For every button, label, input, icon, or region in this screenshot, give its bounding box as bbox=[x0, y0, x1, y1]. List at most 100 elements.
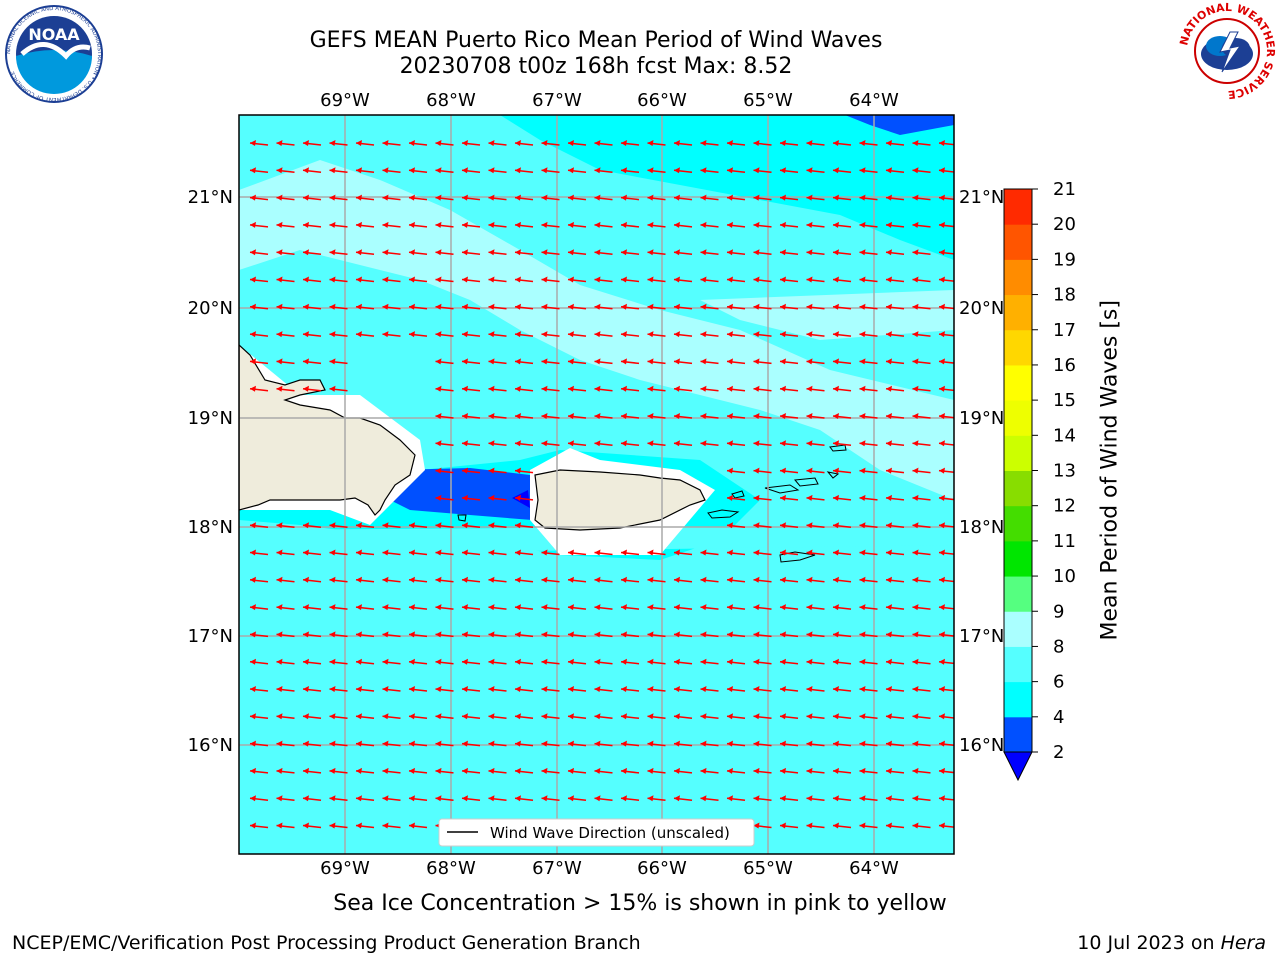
wave-arrow bbox=[647, 331, 666, 338]
wave-arrow bbox=[435, 713, 454, 720]
wave-arrow bbox=[594, 713, 613, 720]
wave-arrow bbox=[461, 276, 481, 283]
wave-arrow bbox=[329, 658, 348, 665]
wave-arrow bbox=[249, 194, 269, 201]
wave-arrow bbox=[541, 631, 560, 638]
wave-arrow bbox=[249, 767, 269, 774]
wave-arrow bbox=[779, 658, 799, 665]
wave-arrow bbox=[249, 303, 269, 310]
wave-arrow bbox=[726, 194, 746, 201]
footer-date: 10 Jul 2023 on bbox=[1077, 932, 1221, 954]
wave-arrow bbox=[594, 331, 613, 338]
wave-arrow bbox=[912, 822, 931, 829]
wave-arrow bbox=[382, 221, 401, 228]
wave-arrow bbox=[488, 604, 507, 611]
wave-arrow bbox=[912, 413, 931, 419]
wave-arrow bbox=[514, 658, 534, 665]
wave-arrow bbox=[594, 549, 613, 556]
wave-arrow bbox=[753, 604, 772, 611]
wave-arrow bbox=[700, 167, 719, 174]
wave-arrow bbox=[620, 576, 640, 583]
wave-arrow bbox=[673, 795, 693, 802]
wave-arrow bbox=[832, 167, 852, 174]
wave-arrow bbox=[594, 194, 613, 201]
wave-arrow bbox=[912, 686, 931, 692]
wave-arrow bbox=[488, 385, 507, 392]
wave-arrow bbox=[302, 331, 322, 338]
wave-arrow bbox=[779, 221, 799, 228]
wave-arrow bbox=[647, 713, 666, 720]
wave-arrow bbox=[885, 494, 905, 501]
wave-arrow bbox=[514, 167, 534, 174]
wave-arrow bbox=[700, 549, 719, 556]
wave-arrow bbox=[408, 631, 428, 638]
wave-arrow bbox=[435, 604, 454, 611]
wave-arrow bbox=[488, 276, 507, 283]
wave-arrow bbox=[488, 549, 507, 556]
wave-arrow bbox=[806, 385, 825, 392]
wave-arrow bbox=[885, 522, 905, 529]
wave-arrow bbox=[276, 795, 295, 802]
wave-arrow bbox=[276, 686, 295, 692]
wave-arrow bbox=[567, 194, 587, 201]
wave-arrow bbox=[302, 385, 322, 392]
lat-label: 16°N bbox=[959, 735, 1004, 756]
wave-arrow bbox=[753, 276, 772, 283]
wave-arrow bbox=[832, 822, 852, 829]
wave-arrow bbox=[832, 686, 852, 692]
wave-arrow bbox=[938, 221, 954, 228]
wave-arrow bbox=[620, 167, 640, 174]
wave-arrow bbox=[461, 385, 481, 392]
wave-arrow bbox=[806, 822, 825, 829]
wave-arrow bbox=[567, 740, 587, 747]
wave-arrow bbox=[673, 440, 693, 447]
wave-arrow bbox=[276, 713, 295, 720]
wave-arrow bbox=[806, 440, 825, 447]
wave-arrow bbox=[567, 549, 587, 556]
wave-arrow bbox=[461, 331, 481, 338]
wave-arrow bbox=[302, 631, 322, 638]
wave-arrow bbox=[806, 140, 825, 146]
wave-arrow bbox=[514, 522, 534, 529]
footer-right: 10 Jul 2023 on Hera bbox=[1077, 932, 1266, 954]
wave-arrow bbox=[885, 576, 905, 583]
wave-arrow bbox=[647, 604, 666, 611]
wave-arrow bbox=[249, 713, 269, 720]
wave-arrow bbox=[726, 249, 746, 256]
wave-arrow bbox=[620, 249, 640, 256]
wave-arrow bbox=[541, 440, 560, 447]
wave-arrow bbox=[859, 658, 878, 665]
wave-arrow bbox=[435, 249, 454, 256]
wave-arrow bbox=[912, 221, 931, 228]
colorbar-swatch bbox=[1004, 540, 1032, 577]
wave-arrow bbox=[461, 686, 481, 692]
wave-arrow bbox=[302, 522, 322, 529]
wave-arrow bbox=[806, 686, 825, 692]
lon-label: 66°W bbox=[637, 858, 687, 879]
wave-arrow bbox=[461, 576, 481, 583]
wave-arrow bbox=[885, 167, 905, 174]
wave-arrow bbox=[567, 440, 587, 447]
colorbar-swatch bbox=[1004, 189, 1032, 225]
wave-arrow bbox=[859, 467, 878, 474]
wave-arrow bbox=[647, 549, 666, 556]
wave-arrow bbox=[779, 822, 799, 829]
wave-arrow bbox=[514, 221, 534, 228]
wave-arrow bbox=[594, 631, 613, 638]
wave-arrow bbox=[435, 658, 454, 665]
colorbar-tick-label: 11 bbox=[1053, 531, 1076, 552]
wave-arrow bbox=[779, 494, 799, 501]
wave-arrow bbox=[594, 358, 613, 365]
wave-arrow bbox=[302, 221, 322, 228]
wave-arrow bbox=[912, 631, 931, 638]
wave-arrow bbox=[594, 276, 613, 283]
wave-arrow bbox=[779, 795, 799, 802]
wave-arrow bbox=[382, 740, 401, 747]
wave-arrow bbox=[249, 549, 269, 556]
wave-arrow bbox=[700, 658, 719, 665]
wave-arrow bbox=[832, 303, 852, 310]
colorbar-swatch bbox=[1004, 294, 1032, 331]
wave-arrow bbox=[276, 522, 295, 529]
colorbar-extend-triangle bbox=[1003, 751, 1033, 782]
wave-arrow bbox=[329, 631, 348, 638]
